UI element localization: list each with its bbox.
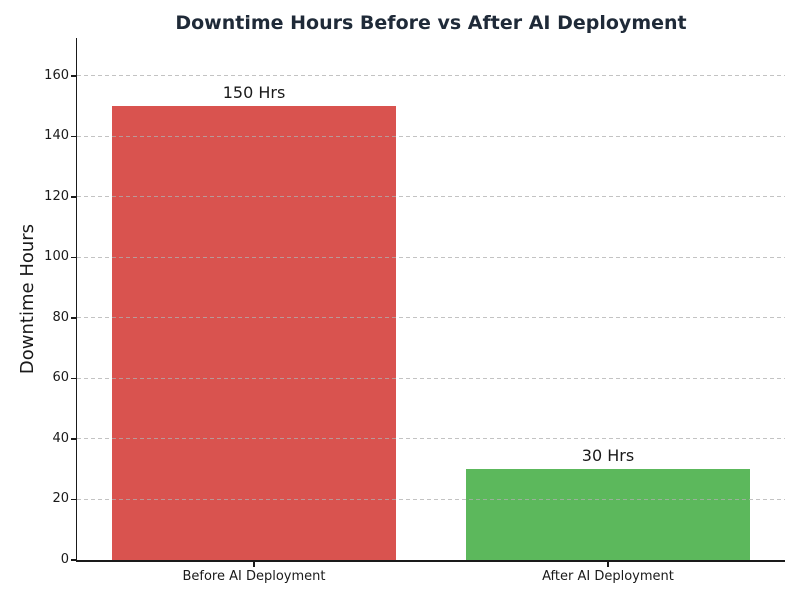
y-tick-mark — [71, 559, 77, 561]
chart-title: Downtime Hours Before vs After AI Deploy… — [175, 12, 687, 34]
y-tick-mark — [71, 256, 77, 259]
y-tick-label: 80 — [52, 309, 69, 325]
y-axis-spine — [75, 38, 77, 562]
bar-value-label: 150 Hrs — [222, 83, 286, 103]
y-tick-mark — [71, 377, 77, 380]
y-tick-label: 140 — [44, 128, 69, 144]
x-tick-mark — [253, 561, 255, 567]
y-tick-label: 60 — [52, 370, 69, 386]
bar — [112, 106, 396, 560]
y-tick-mark — [71, 135, 77, 138]
bar — [466, 469, 750, 560]
y-tick-label: 20 — [52, 491, 69, 507]
y-tick-label: 0 — [60, 552, 69, 567]
x-tick-label: After AI Deployment — [542, 569, 674, 584]
x-tick-label: Before AI Deployment — [182, 569, 326, 584]
x-axis-spine — [75, 560, 785, 562]
y-tick-label: 160 — [44, 67, 69, 83]
y-tick-mark — [71, 196, 77, 198]
y-tick-label: 100 — [44, 249, 69, 265]
y-tick-label: 40 — [52, 430, 69, 446]
x-tick-mark — [607, 561, 609, 567]
y-tick-mark — [71, 438, 77, 440]
y-tick-mark — [71, 317, 77, 319]
gridline — [77, 75, 785, 77]
y-tick-mark — [71, 498, 77, 501]
y-tick-mark — [71, 75, 77, 77]
bar-value-label: 30 Hrs — [581, 446, 635, 466]
y-tick-label: 120 — [44, 188, 69, 204]
